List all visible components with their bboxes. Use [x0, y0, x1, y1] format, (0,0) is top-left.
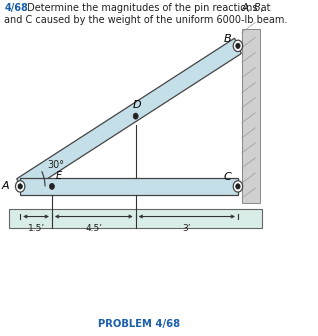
Polygon shape [17, 38, 241, 194]
Text: A, B,: A, B, [242, 3, 265, 13]
Text: 30°: 30° [48, 160, 65, 170]
Circle shape [236, 43, 240, 48]
Text: A: A [1, 181, 9, 192]
Text: PROBLEM 4/68: PROBLEM 4/68 [98, 319, 180, 329]
Circle shape [233, 40, 243, 51]
Bar [242, 29, 260, 203]
Text: 4.5’: 4.5’ [85, 224, 102, 233]
Text: and C caused by the weight of the uniform 6000-lb beam.: and C caused by the weight of the unifor… [4, 15, 288, 25]
Text: 4/68: 4/68 [4, 3, 28, 13]
Text: 1.5’: 1.5’ [27, 224, 45, 233]
Polygon shape [20, 178, 238, 195]
Circle shape [236, 184, 240, 189]
Circle shape [16, 181, 25, 192]
Text: C: C [224, 172, 231, 182]
Text: E: E [56, 171, 62, 181]
Circle shape [133, 113, 138, 119]
Circle shape [18, 184, 22, 189]
Text: Determine the magnitudes of the pin reactions at: Determine the magnitudes of the pin reac… [24, 3, 273, 13]
Text: B: B [224, 34, 231, 44]
Text: 3’: 3’ [183, 224, 191, 233]
Circle shape [50, 183, 54, 190]
Text: D: D [133, 100, 142, 110]
Circle shape [233, 181, 243, 192]
Bar [9, 209, 262, 228]
